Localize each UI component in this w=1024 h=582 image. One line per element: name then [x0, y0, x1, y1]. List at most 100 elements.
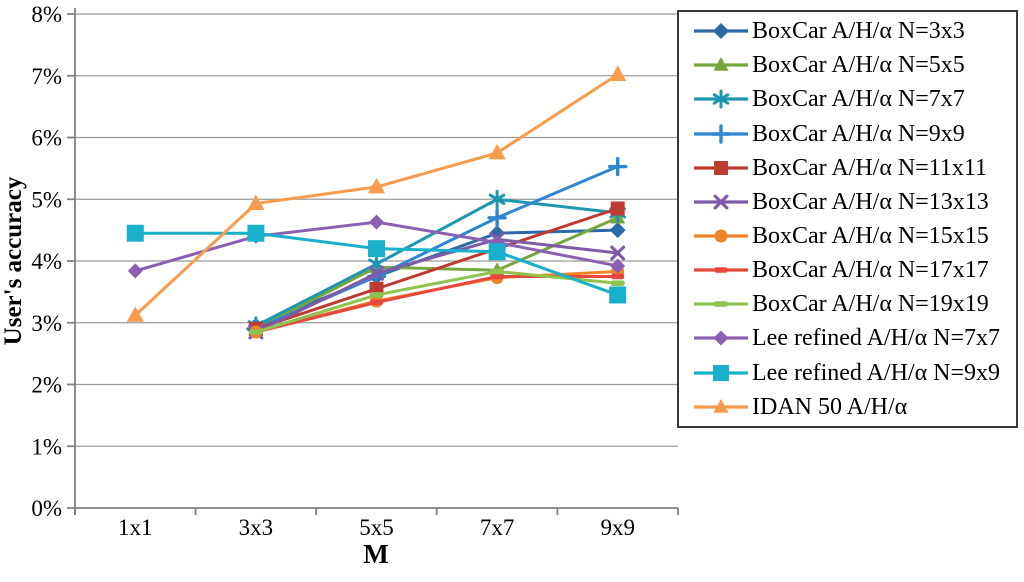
data-point-marker-plus	[711, 123, 731, 144]
legend-label: BoxCar A/H/α N=9x9	[752, 120, 965, 147]
legend-marker	[694, 229, 748, 243]
legend-label: IDAN 50 A/H/α	[752, 393, 908, 420]
y-tick-label: 6%	[31, 126, 62, 151]
legend-item-4: BoxCar A/H/α N=11x11	[693, 152, 1016, 184]
legend-marker	[694, 364, 748, 381]
data-point-marker-diamond	[713, 23, 729, 40]
data-point-marker-plus	[608, 156, 628, 177]
data-point-marker-diamond	[127, 263, 143, 279]
y-tick-label: 2%	[31, 373, 62, 398]
series-11	[126, 65, 627, 322]
data-point-marker-triangle	[367, 177, 386, 194]
y-tick-label: 1%	[31, 434, 62, 459]
legend-item-6: BoxCar A/H/α N=15x15	[693, 220, 1016, 252]
legend-item-8: BoxCar A/H/α N=19x19	[693, 288, 1016, 320]
data-point-marker-asterisk	[488, 189, 506, 209]
legend-label: Lee refined A/H/α N=9x9	[752, 359, 1001, 386]
data-point-marker-diamond	[713, 330, 729, 346]
y-tick-label: 7%	[31, 64, 62, 89]
data-point-marker-triangle	[247, 194, 265, 211]
data-point-marker-x	[713, 194, 729, 210]
series-line	[255, 237, 618, 334]
legend: BoxCar A/H/α N=3x3 BoxCar A/H/α N=5x5 BoxC…	[677, 10, 1018, 428]
data-point-marker-triangle	[488, 143, 506, 160]
data-point-marker-triangle	[126, 306, 144, 322]
legend-marker	[694, 194, 748, 210]
series-lines	[126, 65, 628, 340]
x-tick-label: 5x5	[359, 515, 394, 540]
y-axis-title: User's accuracy	[0, 176, 27, 345]
series-line	[255, 269, 618, 334]
data-point-marker-dash	[714, 267, 728, 273]
data-point-marker-dash	[714, 301, 728, 308]
y-tick-label: 5%	[31, 187, 62, 212]
y-tick-label: 8%	[31, 2, 62, 27]
data-point-marker-x	[369, 265, 384, 281]
data-point-marker-square	[610, 201, 625, 216]
legend-marker	[694, 89, 748, 109]
legend-label: BoxCar A/H/α N=3x3	[752, 18, 965, 45]
x-tick-label: 7x7	[480, 515, 515, 540]
data-point-marker-circle	[714, 229, 728, 243]
x-tick-label: 1x1	[118, 515, 153, 540]
x-axis-title: M	[363, 539, 388, 569]
data-point-marker-square	[488, 243, 506, 261]
data-point-marker-diamond	[610, 258, 626, 274]
data-point-marker-dash	[370, 299, 383, 306]
series-8	[248, 268, 625, 335]
legend-marker	[694, 330, 748, 346]
legend-marker	[694, 57, 748, 71]
x-tick-label: 3x3	[239, 515, 274, 540]
legend-marker	[694, 123, 748, 144]
legend-item-2: BoxCar A/H/α N=7x7	[693, 83, 1016, 115]
y-tick-label: 3%	[31, 311, 62, 336]
data-point-marker-dash	[248, 329, 263, 335]
legend-item-7: BoxCar A/H/α N=17x17	[693, 254, 1016, 286]
data-point-marker-square	[247, 224, 265, 242]
legend-marker	[694, 398, 748, 413]
data-point-marker-dash	[610, 280, 625, 287]
legend-label: BoxCar A/H/α N=7x7	[752, 86, 965, 113]
legend-label: BoxCar A/H/α N=11x11	[752, 154, 987, 181]
data-point-marker-dash	[369, 292, 384, 298]
legend-label: BoxCar A/H/α N=19x19	[752, 291, 989, 318]
legend-label: BoxCar A/H/α N=15x15	[752, 223, 989, 250]
legend-item-1: BoxCar A/H/α N=5x5	[693, 49, 1016, 81]
gridlines	[75, 13, 678, 447]
legend-item-10: Lee refined A/H/α N=9x9	[693, 357, 1016, 389]
axis-tick-labels: 0% 1% 2% 3% 4% 5% 6% 7% 8% 1x1 3x3 5x5 7x7 9x9	[31, 2, 635, 540]
legend-item-5: BoxCar A/H/α N=13x13	[693, 186, 1016, 218]
legend-item-3: BoxCar A/H/α N=9x9	[693, 118, 1016, 150]
data-point-marker-square	[714, 160, 728, 175]
data-point-marker-diamond	[609, 222, 626, 239]
legend-label: Lee refined A/H/α N=7x7	[752, 325, 1001, 352]
legend-marker	[694, 160, 748, 175]
axes	[67, 8, 679, 515]
data-point-marker-dash	[490, 268, 505, 275]
data-point-marker-dash	[490, 273, 504, 280]
legend-label: BoxCar A/H/α N=17x17	[752, 257, 989, 284]
legend-marker	[694, 23, 748, 40]
legend-label: BoxCar A/H/α N=5x5	[752, 52, 965, 79]
legend-item-11: IDAN 50 A/H/α	[693, 391, 1016, 423]
data-point-marker-square	[368, 240, 385, 258]
data-point-marker-triangle	[713, 398, 729, 413]
legend-item-0: BoxCar A/H/α N=3x3	[693, 15, 1016, 47]
series-10	[126, 224, 627, 304]
series-line	[255, 207, 619, 331]
x-tick-label: 9x9	[600, 515, 635, 540]
legend-marker	[694, 267, 748, 273]
legend-marker	[694, 301, 748, 308]
data-point-marker-diamond	[369, 214, 384, 230]
legend-label: BoxCar A/H/α N=13x13	[752, 188, 989, 215]
y-tick-label: 0%	[31, 496, 62, 521]
data-point-marker-triangle	[609, 65, 627, 81]
data-point-marker-square	[126, 224, 144, 242]
data-point-marker-plus	[487, 208, 507, 228]
data-point-marker-dash	[611, 273, 625, 280]
data-point-marker-x	[610, 245, 626, 261]
data-point-marker-triangle	[713, 57, 729, 71]
data-point-marker-square	[713, 364, 729, 381]
